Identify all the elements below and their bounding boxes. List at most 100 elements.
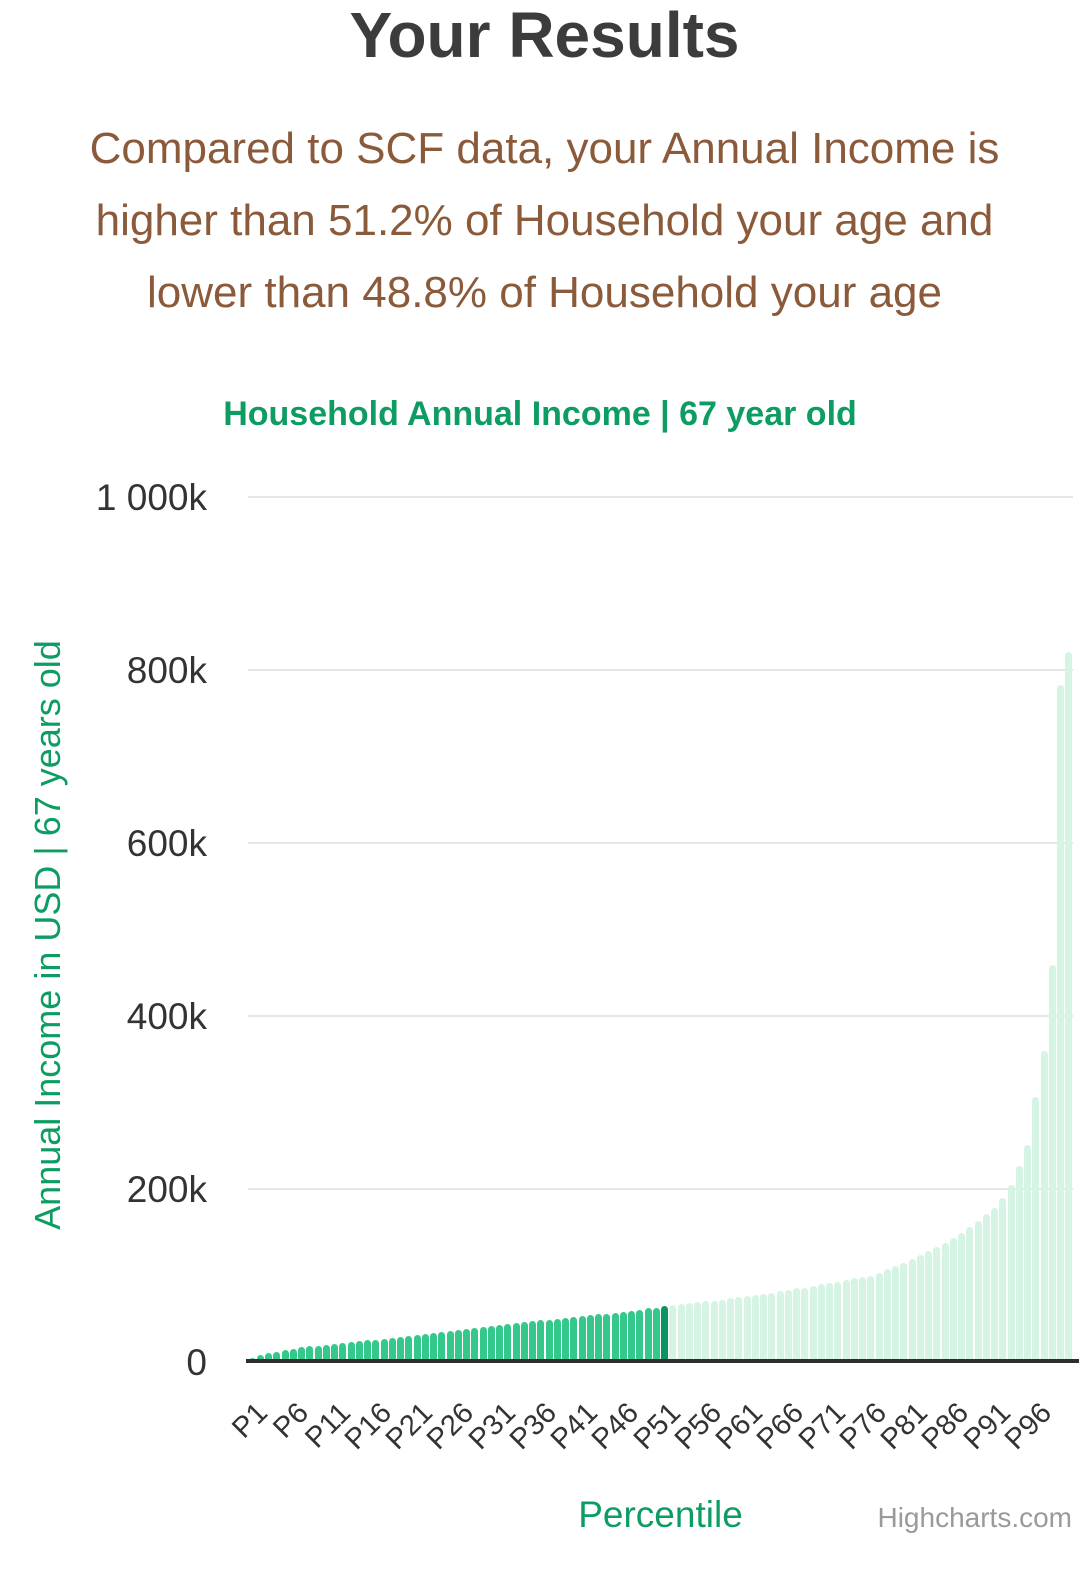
bar-p84[interactable] bbox=[933, 1246, 941, 1362]
bar-p76[interactable] bbox=[867, 1275, 875, 1362]
bar-p96[interactable] bbox=[1032, 1097, 1040, 1362]
bar-p36[interactable] bbox=[537, 1320, 545, 1362]
bar-p92[interactable] bbox=[999, 1197, 1007, 1362]
bar-p64[interactable] bbox=[768, 1292, 776, 1362]
bar-p31[interactable] bbox=[496, 1324, 504, 1362]
bar-p100[interactable] bbox=[1065, 651, 1073, 1362]
bar-p78[interactable] bbox=[883, 1269, 891, 1362]
bar-p89[interactable] bbox=[974, 1221, 982, 1362]
bar-p11[interactable] bbox=[331, 1343, 339, 1362]
bar-p45[interactable] bbox=[611, 1312, 619, 1362]
bar-p91[interactable] bbox=[991, 1208, 999, 1362]
bar-p82[interactable] bbox=[916, 1254, 924, 1362]
bar-p57[interactable] bbox=[710, 1300, 718, 1362]
bar-p60[interactable] bbox=[735, 1297, 743, 1362]
bar-p23[interactable] bbox=[430, 1333, 438, 1362]
bar-p53[interactable] bbox=[677, 1304, 685, 1362]
bar-p39[interactable] bbox=[562, 1317, 570, 1362]
bar-p2[interactable] bbox=[256, 1355, 264, 1362]
bar-p58[interactable] bbox=[718, 1299, 726, 1362]
bar-p14[interactable] bbox=[355, 1341, 363, 1362]
bar-p4[interactable] bbox=[273, 1351, 281, 1362]
bar-p67[interactable] bbox=[793, 1288, 801, 1362]
bar-p65[interactable] bbox=[776, 1291, 784, 1362]
bar-p46[interactable] bbox=[619, 1311, 627, 1362]
bar-p37[interactable] bbox=[545, 1319, 553, 1362]
bar-p50[interactable] bbox=[652, 1307, 660, 1362]
bar-p97[interactable] bbox=[1040, 1050, 1048, 1362]
bar-p87[interactable] bbox=[958, 1233, 966, 1362]
bar-p32[interactable] bbox=[504, 1323, 512, 1362]
bar-p6[interactable] bbox=[289, 1349, 297, 1362]
bar-p77[interactable] bbox=[875, 1272, 883, 1362]
bar-p15[interactable] bbox=[364, 1340, 372, 1362]
bar-p30[interactable] bbox=[487, 1325, 495, 1362]
bar-p66[interactable] bbox=[784, 1290, 792, 1362]
bar-p88[interactable] bbox=[966, 1227, 974, 1362]
bar-p22[interactable] bbox=[421, 1334, 429, 1362]
bar-p68[interactable] bbox=[801, 1287, 809, 1362]
bar-p48[interactable] bbox=[636, 1310, 644, 1362]
bar-p21[interactable] bbox=[413, 1335, 421, 1362]
bar-p12[interactable] bbox=[339, 1342, 347, 1362]
bar-p75[interactable] bbox=[859, 1277, 867, 1362]
bar-p41[interactable] bbox=[578, 1316, 586, 1362]
bar-p43[interactable] bbox=[595, 1314, 603, 1362]
bar-p93[interactable] bbox=[1007, 1184, 1015, 1362]
bar-p94[interactable] bbox=[1015, 1165, 1023, 1362]
highcharts-credit-link[interactable]: Highcharts.com bbox=[877, 1502, 1072, 1533]
bar-p80[interactable] bbox=[900, 1262, 908, 1362]
bar-p54[interactable] bbox=[685, 1303, 693, 1362]
bar-p29[interactable] bbox=[479, 1326, 487, 1362]
bar-p47[interactable] bbox=[628, 1310, 636, 1362]
bar-p72[interactable] bbox=[834, 1281, 842, 1362]
bar-p73[interactable] bbox=[842, 1279, 850, 1362]
bar-p27[interactable] bbox=[463, 1329, 471, 1362]
bar-p86[interactable] bbox=[949, 1238, 957, 1362]
bar-p81[interactable] bbox=[908, 1259, 916, 1362]
bar-p74[interactable] bbox=[850, 1278, 858, 1362]
bar-p52[interactable] bbox=[669, 1304, 677, 1362]
bar-p35[interactable] bbox=[529, 1321, 537, 1362]
bar-p8[interactable] bbox=[306, 1346, 314, 1362]
bar-p63[interactable] bbox=[760, 1293, 768, 1362]
bar-p19[interactable] bbox=[397, 1336, 405, 1362]
bar-p42[interactable] bbox=[586, 1315, 594, 1362]
bar-p55[interactable] bbox=[694, 1302, 702, 1362]
bar-p25[interactable] bbox=[446, 1330, 454, 1362]
bar-p33[interactable] bbox=[512, 1323, 520, 1362]
bar-p17[interactable] bbox=[380, 1338, 388, 1362]
bar-p24[interactable] bbox=[438, 1331, 446, 1362]
bar-p7[interactable] bbox=[298, 1347, 306, 1362]
bar-p56[interactable] bbox=[702, 1301, 710, 1362]
bar-p90[interactable] bbox=[982, 1214, 990, 1362]
bar-p40[interactable] bbox=[570, 1317, 578, 1362]
bar-p83[interactable] bbox=[925, 1251, 933, 1362]
bar-p20[interactable] bbox=[405, 1336, 413, 1362]
bar-p51[interactable] bbox=[661, 1305, 669, 1362]
bar-p34[interactable] bbox=[520, 1322, 528, 1362]
bar-p69[interactable] bbox=[809, 1285, 817, 1362]
bar-p62[interactable] bbox=[751, 1294, 759, 1362]
bar-p98[interactable] bbox=[1048, 964, 1056, 1362]
bar-p13[interactable] bbox=[347, 1342, 355, 1362]
bar-p16[interactable] bbox=[372, 1339, 380, 1362]
bar-p10[interactable] bbox=[322, 1344, 330, 1362]
bar-p38[interactable] bbox=[553, 1318, 561, 1362]
bar-p28[interactable] bbox=[471, 1328, 479, 1362]
bar-p99[interactable] bbox=[1057, 684, 1065, 1362]
bar-p18[interactable] bbox=[388, 1337, 396, 1362]
bar-p9[interactable] bbox=[314, 1345, 322, 1362]
bar-p61[interactable] bbox=[743, 1296, 751, 1362]
bar-p44[interactable] bbox=[603, 1313, 611, 1362]
bar-p5[interactable] bbox=[281, 1349, 289, 1362]
bar-p85[interactable] bbox=[941, 1242, 949, 1362]
bar-p70[interactable] bbox=[817, 1284, 825, 1362]
bar-p26[interactable] bbox=[454, 1330, 462, 1362]
bar-p79[interactable] bbox=[892, 1266, 900, 1362]
bar-p71[interactable] bbox=[826, 1283, 834, 1362]
bar-p59[interactable] bbox=[727, 1298, 735, 1362]
bar-p95[interactable] bbox=[1024, 1144, 1032, 1362]
bar-p3[interactable] bbox=[265, 1353, 273, 1362]
bar-p49[interactable] bbox=[644, 1308, 652, 1362]
